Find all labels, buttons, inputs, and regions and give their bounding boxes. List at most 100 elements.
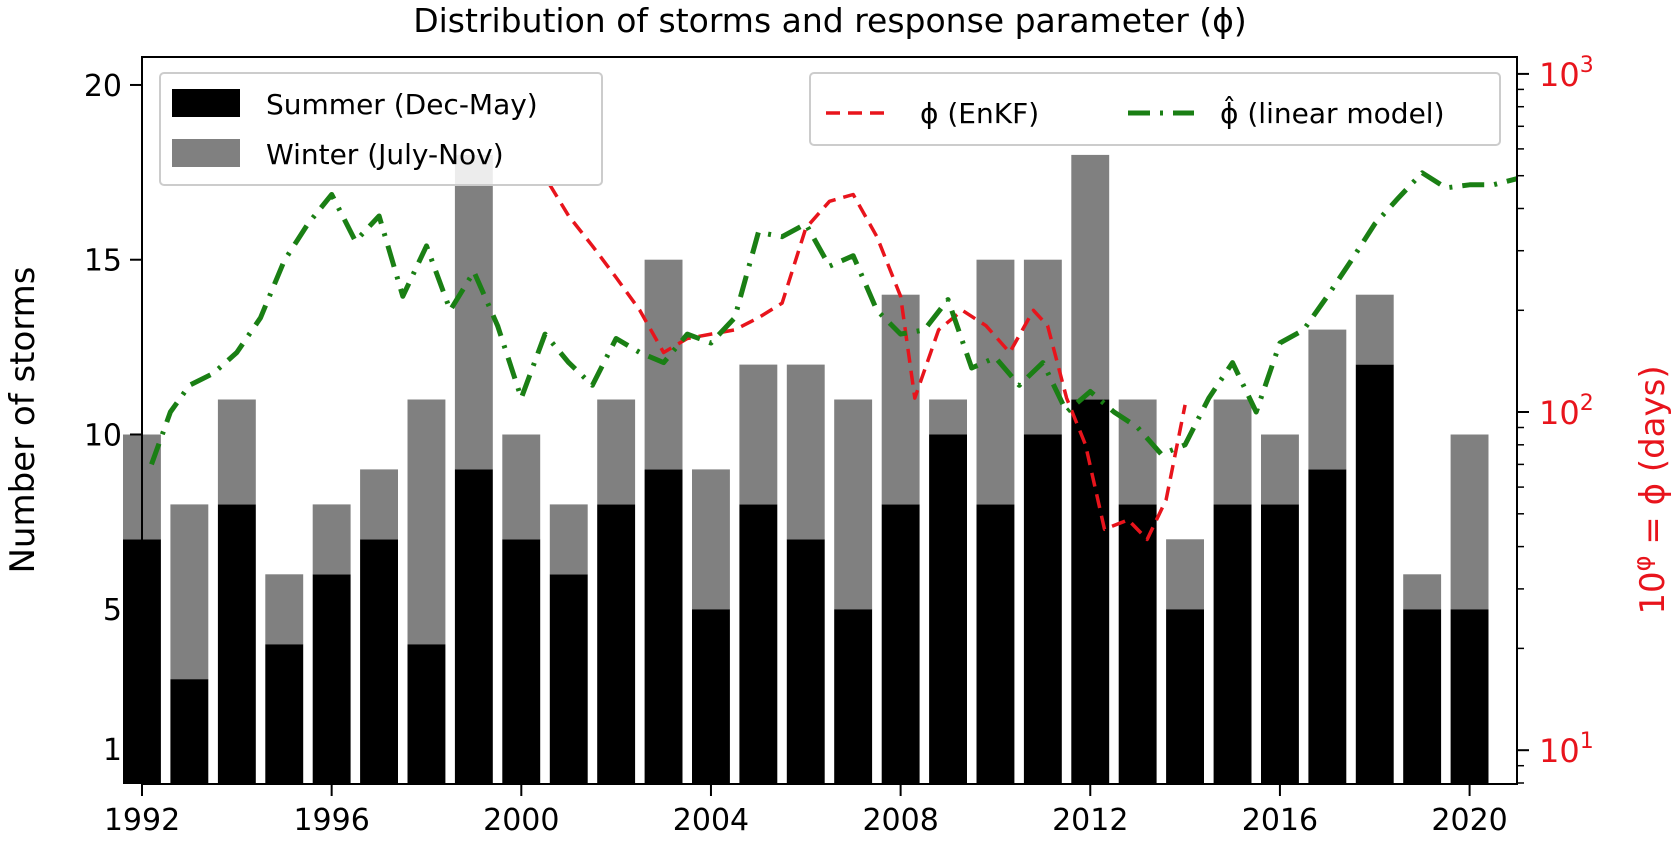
bar-summer-2016 <box>1261 504 1299 784</box>
y-tick-label-20: 20 <box>84 69 122 104</box>
bar-winter-2001 <box>549 504 588 575</box>
legend-label-linear: ϕ̂ (linear model) <box>1220 94 1445 130</box>
legend-label-enkf: ϕ (EnKF) <box>920 97 1039 130</box>
bar-winter-2011 <box>1023 259 1062 435</box>
bar-summer-2012 <box>1071 399 1110 784</box>
bar-summer-2002 <box>597 504 636 784</box>
y-tick-label-10: 10 <box>84 418 122 453</box>
bar-winter-2009 <box>929 399 967 435</box>
bar-summer-2005 <box>739 504 778 784</box>
x-tick-label-2008: 2008 <box>862 803 938 838</box>
x-tick-label-2016: 2016 <box>1242 803 1318 838</box>
legend-swatch-winter <box>172 139 240 167</box>
bar-winter-2000 <box>502 434 541 540</box>
bar-summer-2000 <box>502 539 541 784</box>
bar-summer-2019 <box>1403 609 1442 784</box>
x-tick-label-1992: 1992 <box>104 803 180 838</box>
bar-summer-2007 <box>834 609 873 784</box>
plot-frame <box>141 56 1518 785</box>
line-phi-linear-model <box>149 170 1518 466</box>
bar-summer-1996 <box>312 574 351 784</box>
bar-summer-2014 <box>1166 609 1204 784</box>
bar-winter-2002 <box>597 399 636 505</box>
y2-axis-title-base: 10 <box>1633 571 1673 614</box>
legend-lines: ϕ (EnKF) ϕ̂ (linear model) <box>809 72 1501 146</box>
y2-tick-label-base: 10 <box>1539 56 1580 94</box>
bar-winter-2007 <box>834 399 873 610</box>
bar-summer-2017 <box>1308 469 1347 784</box>
y2-tick-label-1000: 103 <box>1539 53 1594 94</box>
bar-winter-2006 <box>786 364 825 540</box>
y2-tick-label-exp: 2 <box>1580 391 1594 416</box>
y-tick-label-1: 1 <box>103 733 122 768</box>
bar-summer-2010 <box>976 504 1015 784</box>
bar-winter-2018 <box>1355 294 1394 365</box>
bar-summer-1999 <box>454 469 493 784</box>
x-tick-label-2020: 2020 <box>1431 803 1507 838</box>
line-phi-enkf <box>548 183 1187 542</box>
bar-winter-2004 <box>692 469 730 610</box>
y-tick-label-15: 15 <box>84 244 122 279</box>
y2-tick-label-10: 101 <box>1539 729 1594 770</box>
y2-tick-label-exp: 3 <box>1580 53 1594 78</box>
bar-winter-1998 <box>407 399 446 645</box>
y2-tick-label-100: 102 <box>1539 391 1594 432</box>
y2-tick-label-base: 10 <box>1539 732 1580 770</box>
y2-axis-title-exp: φ <box>1628 556 1656 572</box>
x-axis: 1992 1996 2000 2004 2008 2012 2016 2020 <box>104 784 1508 838</box>
legend-label-winter: Winter (July-Nov) <box>266 138 504 171</box>
x-tick-label-2004: 2004 <box>673 803 749 838</box>
bar-summer-2004 <box>692 609 730 784</box>
bar-winter-2012 <box>1071 154 1110 400</box>
bar-summer-2009 <box>929 434 967 784</box>
bar-winter-2020 <box>1450 434 1489 610</box>
bar-summer-2020 <box>1450 609 1489 784</box>
bar-summer-2018 <box>1355 364 1394 784</box>
x-tick-label-2012: 2012 <box>1052 803 1128 838</box>
bar-summer-2006 <box>786 539 825 784</box>
bar-summer-2008 <box>881 504 920 784</box>
y2-tick-label-base: 10 <box>1539 394 1580 432</box>
bar-summer-2015 <box>1213 504 1252 784</box>
bar-winter-1994 <box>217 399 256 505</box>
y2-tick-label-exp: 1 <box>1580 729 1594 754</box>
bar-winter-2010 <box>976 259 1015 505</box>
bar-winter-2017 <box>1308 329 1347 470</box>
bar-summer-1998 <box>407 644 446 784</box>
bar-winter-2008 <box>881 294 920 505</box>
bar-summer-1993 <box>170 679 209 784</box>
bar-summer-2001 <box>549 574 588 784</box>
legend-bars-box <box>159 72 603 186</box>
legend-swatch-summer <box>172 89 240 117</box>
chart-title: Distribution of storms and response para… <box>413 1 1247 40</box>
y2-axis-title: 10φ = ϕ (days) <box>1628 365 1673 614</box>
bars-layer <box>123 154 1489 784</box>
bar-winter-2014 <box>1166 539 1204 610</box>
y-axis-title: Number of storms <box>3 266 43 573</box>
bar-winter-2013 <box>1118 399 1157 505</box>
bar-summer-2013 <box>1118 504 1157 784</box>
bar-winter-1995 <box>265 574 304 645</box>
bar-summer-1997 <box>360 539 398 784</box>
bar-summer-2003 <box>644 469 683 784</box>
bar-summer-1994 <box>217 504 256 784</box>
bar-winter-2005 <box>739 364 778 505</box>
bar-winter-2016 <box>1261 434 1299 505</box>
legend-bars: Summer (Dec-May) Winter (July-Nov) <box>159 72 603 186</box>
legend-label-summer: Summer (Dec-May) <box>266 88 538 121</box>
bar-summer-1995 <box>265 644 304 784</box>
bar-winter-1993 <box>170 504 209 680</box>
bar-summer-2011 <box>1023 434 1062 784</box>
y2-axis-title-rest: = ϕ (days) <box>1633 365 1673 555</box>
x-tick-label-2000: 2000 <box>483 803 559 838</box>
bar-winter-1997 <box>360 469 398 540</box>
y-tick-label-5: 5 <box>103 593 122 628</box>
x-tick-label-1996: 1996 <box>293 803 369 838</box>
bar-winter-2015 <box>1213 399 1252 505</box>
legend-lines-box <box>809 72 1501 146</box>
bar-winter-1996 <box>312 504 351 575</box>
bar-winter-2019 <box>1403 574 1442 610</box>
